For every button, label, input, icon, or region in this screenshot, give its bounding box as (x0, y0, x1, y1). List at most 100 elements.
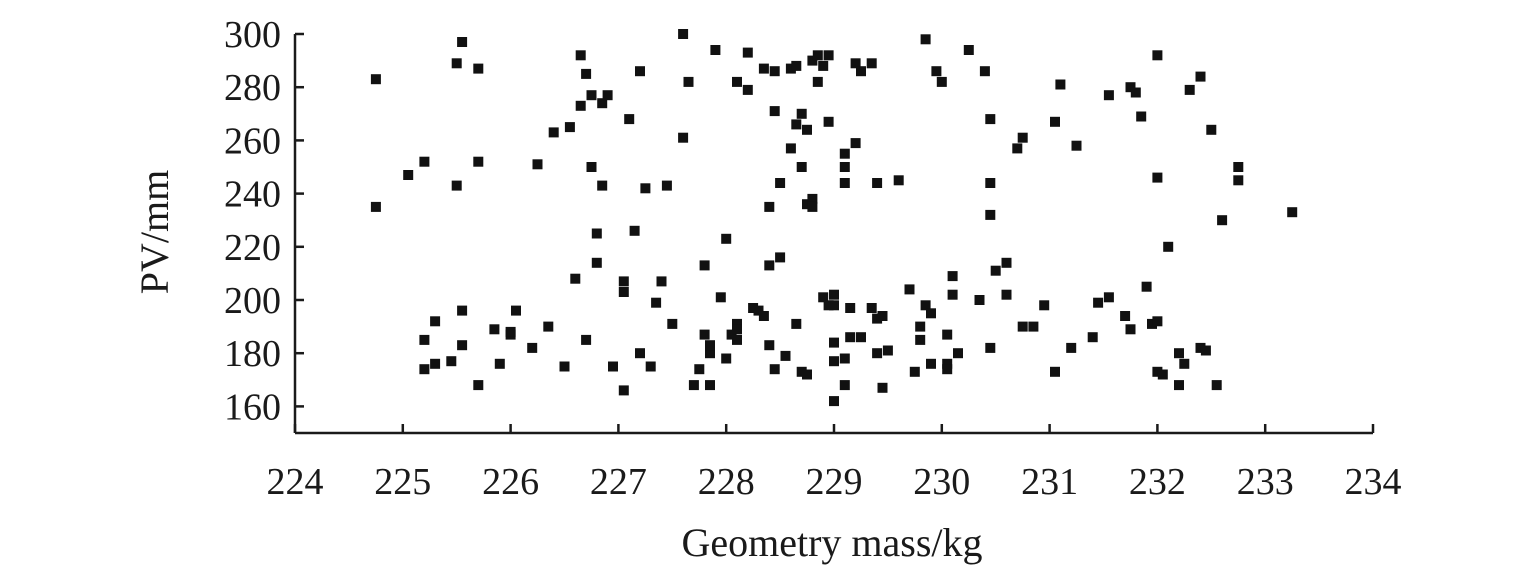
scatter-point (678, 29, 689, 39)
scatter-point (489, 324, 500, 335)
scatter-point (872, 348, 883, 359)
scatter-point (591, 257, 602, 268)
scatter-point (839, 380, 850, 391)
scatter-point (818, 292, 829, 303)
scatter-point (753, 305, 764, 316)
scatter-point (942, 329, 953, 340)
scatter-point (748, 303, 759, 313)
scatter-point (559, 361, 570, 372)
scatter-point (845, 303, 856, 313)
scatter-point (942, 364, 953, 375)
scatter-point (802, 124, 812, 135)
scatter-point (796, 162, 807, 172)
scatter-point (926, 358, 936, 369)
scatter-point (591, 228, 602, 239)
x-tick-label: 233 (1237, 461, 1294, 503)
scatter-point (979, 66, 990, 77)
x-axis-title: Geometry mass/kg (681, 520, 982, 565)
scatter-point (1103, 292, 1114, 303)
scatter-point (1017, 321, 1028, 332)
scatter-point (1152, 50, 1163, 61)
scatter-point (904, 284, 915, 295)
scatter-point (645, 361, 656, 372)
scatter-point (1050, 116, 1060, 127)
scatter-point (1093, 297, 1104, 308)
scatter-point (457, 340, 468, 351)
scatter-point (829, 356, 839, 367)
scatter-point (532, 159, 543, 170)
scatter-point (1028, 321, 1039, 332)
scatter-point (446, 356, 457, 367)
scatter-point (796, 108, 807, 119)
scatter-point (543, 321, 554, 332)
scatter-point (1200, 345, 1211, 356)
scatter-point (721, 233, 732, 244)
scatter-point (823, 300, 834, 311)
scatter-point (829, 396, 839, 407)
scatter-point (931, 66, 942, 77)
scatter-point (990, 265, 1001, 276)
scatter-point (586, 90, 597, 101)
scatter-point (457, 37, 468, 47)
scatter-point (1157, 369, 1168, 380)
scatter-point (370, 74, 381, 85)
scatter-point (419, 364, 430, 375)
scatter-point (947, 289, 958, 300)
scatter-point (1287, 207, 1298, 218)
scatter-point (775, 252, 786, 263)
y-tick-label: 260 (224, 120, 281, 162)
scatter-point (710, 45, 721, 55)
scatter-point (780, 350, 791, 361)
scatter-point (915, 321, 926, 332)
ticks: 160 180 200 220 240 260 280 300 224 225 226 227 228 2… (224, 14, 1402, 503)
scatter-point (732, 76, 742, 87)
scatter-point (581, 334, 592, 345)
scatter-point (850, 58, 861, 69)
scatter-point (667, 318, 678, 329)
scatter-point (742, 84, 753, 95)
scatter-point (1055, 79, 1066, 90)
scatter-point (1152, 316, 1163, 327)
scatter-point (807, 55, 818, 66)
scatter-point (570, 273, 581, 284)
scatter-point (1087, 332, 1098, 343)
scatter-point (877, 382, 888, 393)
x-tick-label: 226 (482, 461, 539, 503)
scatter-point (635, 348, 645, 359)
scatter-point (678, 132, 689, 143)
scatter-point (920, 300, 931, 311)
scatter-point (785, 63, 796, 74)
scatter-point (624, 114, 635, 125)
y-tick-label: 180 (224, 333, 281, 375)
scatter-point (457, 305, 468, 316)
scatter-point (732, 324, 742, 335)
scatter-point (1174, 348, 1184, 359)
scatter-point (1017, 132, 1028, 143)
scatter-point (705, 380, 715, 391)
scatter-point (1001, 257, 1012, 268)
scatter-point (839, 162, 850, 172)
scatter-point (430, 358, 441, 369)
scatter-point (812, 76, 823, 87)
scatter-point (1050, 366, 1060, 377)
scatter-point (791, 60, 802, 71)
scatter-point (829, 289, 839, 300)
scatter-point (699, 260, 710, 271)
scatter-point (845, 332, 856, 343)
scatter-point (791, 318, 802, 329)
scatter-point (758, 63, 769, 74)
scatter-point (947, 271, 958, 282)
y-tick-label: 200 (224, 280, 281, 322)
data-points (370, 29, 1298, 407)
scatter-point (575, 100, 586, 111)
scatter-point (1125, 82, 1136, 93)
scatter-point (839, 148, 850, 159)
scatter-point (1066, 342, 1077, 353)
scatter-point (732, 318, 742, 329)
scatter-point (807, 193, 818, 204)
scatter-point (618, 276, 629, 287)
scatter-point (764, 340, 775, 351)
scatter-point (618, 287, 629, 297)
scatter-point (511, 305, 521, 316)
